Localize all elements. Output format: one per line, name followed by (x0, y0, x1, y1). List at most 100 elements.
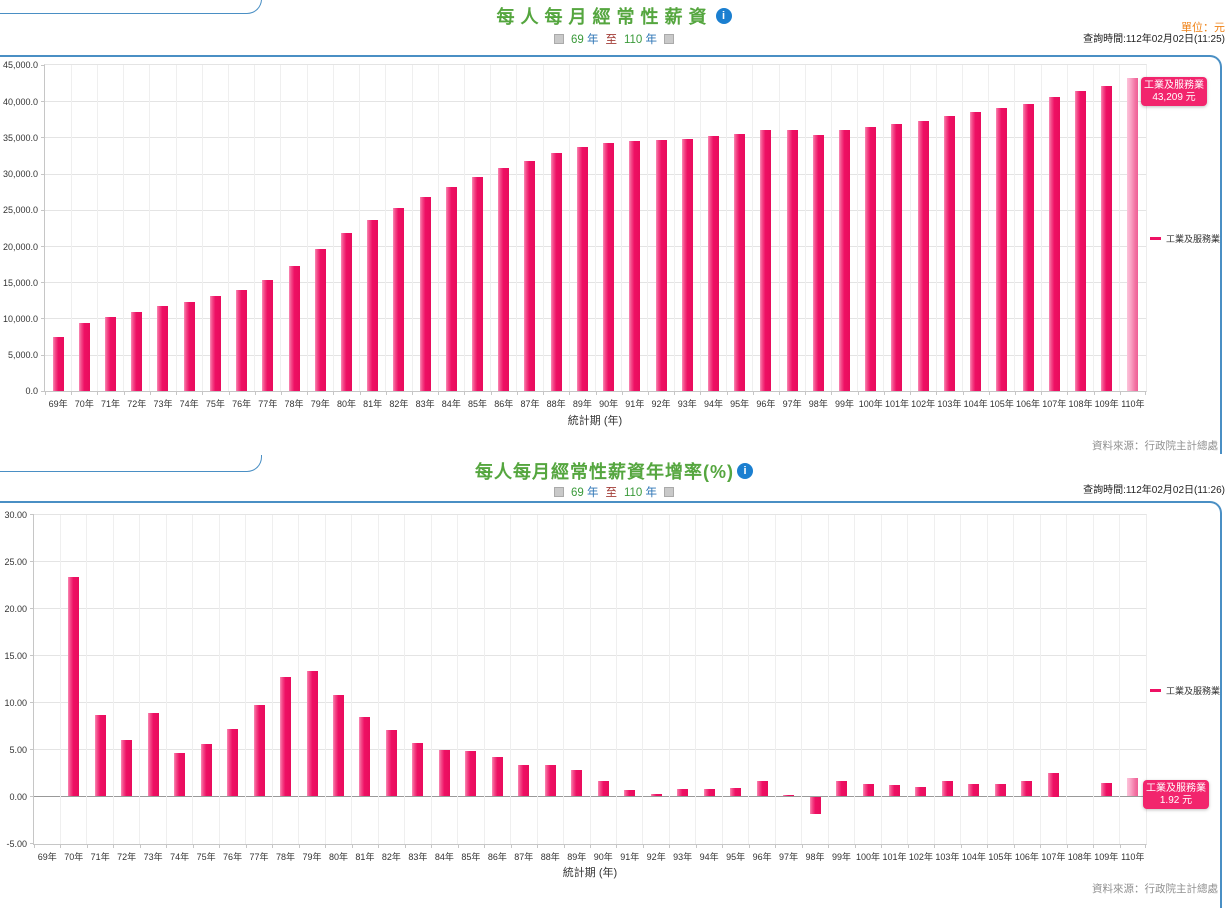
x-axis-tick (722, 843, 724, 848)
vertical-gridline (827, 514, 829, 844)
bar-82年[interactable] (385, 729, 397, 797)
bar-97年[interactable] (783, 794, 795, 797)
bar-84年[interactable] (445, 187, 457, 392)
bar-92年[interactable] (650, 794, 662, 797)
bar-88年[interactable] (544, 764, 556, 797)
bar-94年[interactable] (707, 136, 719, 392)
bar-93年[interactable] (677, 788, 689, 797)
bar-90年[interactable] (603, 142, 615, 392)
bar-73年[interactable] (147, 712, 159, 797)
bar-98年[interactable] (809, 796, 821, 815)
bar-72年[interactable] (131, 312, 143, 392)
bar-100年[interactable] (865, 126, 877, 392)
bar-85年[interactable] (465, 751, 477, 797)
bar-86年[interactable] (498, 167, 510, 392)
bar-109年[interactable] (1100, 782, 1112, 797)
bar-110年[interactable] (1127, 78, 1139, 392)
bar-110年[interactable] (1127, 778, 1139, 797)
range-slider-handle-right-2[interactable] (664, 487, 675, 497)
bar-94年[interactable] (703, 788, 715, 797)
bar-76年[interactable] (227, 728, 239, 797)
bar-87年[interactable] (518, 765, 530, 797)
bar-72年[interactable] (121, 740, 133, 797)
bar-106年[interactable] (1021, 780, 1033, 797)
bar-95年[interactable] (730, 788, 742, 797)
bar-101年[interactable] (888, 785, 900, 797)
bar-77年[interactable] (262, 280, 274, 392)
x-axis-tick-label: 94年 (699, 851, 719, 862)
bar-90年[interactable] (597, 780, 609, 797)
bar-79年[interactable] (314, 248, 326, 392)
bar-99年[interactable] (839, 130, 851, 392)
range-slider-handle-right[interactable] (664, 34, 675, 44)
bar-77年[interactable] (253, 705, 265, 797)
bar-104年[interactable] (968, 783, 980, 797)
bar-99年[interactable] (836, 780, 848, 797)
vertical-gridline (112, 514, 114, 844)
range-from-year[interactable]: 69 (570, 34, 584, 46)
bar-107年[interactable] (1047, 773, 1059, 797)
bar-109年[interactable] (1101, 85, 1113, 392)
bar-76年[interactable] (236, 290, 248, 392)
range-slider-handle-left-2[interactable] (553, 487, 564, 497)
bar-104年[interactable] (970, 112, 982, 392)
bar-101年[interactable] (891, 123, 903, 392)
bar-106年[interactable] (1022, 103, 1034, 392)
bar-71年[interactable] (105, 316, 117, 392)
bar-88年[interactable] (550, 153, 562, 392)
bar-96年[interactable] (756, 780, 768, 797)
x-axis-tick (857, 391, 859, 396)
bar-93年[interactable] (681, 138, 693, 392)
bar-107年[interactable] (1048, 96, 1060, 392)
bar-86年[interactable] (491, 757, 503, 797)
bar-81年[interactable] (359, 716, 371, 797)
bar-74年[interactable] (174, 753, 186, 797)
bar-83年[interactable] (419, 196, 431, 392)
bar-91年[interactable] (624, 789, 636, 797)
bar-95年[interactable] (734, 133, 746, 392)
bar-70年[interactable] (78, 323, 90, 392)
bar-103年[interactable] (943, 116, 955, 392)
bar-91年[interactable] (629, 141, 641, 392)
bar-78年[interactable] (288, 265, 300, 392)
bar-81年[interactable] (367, 219, 379, 392)
bar-102年[interactable] (917, 120, 929, 392)
bar-74年[interactable] (183, 301, 195, 392)
bar-89年[interactable] (576, 147, 588, 392)
bar-103年[interactable] (941, 780, 953, 797)
bar-97年[interactable] (786, 129, 798, 392)
range-slider-handle-left[interactable] (553, 34, 564, 44)
bar-78年[interactable] (280, 677, 292, 797)
range-to-year-2[interactable]: 110 (623, 487, 643, 499)
bar-89年[interactable] (571, 770, 583, 797)
bar-85年[interactable] (472, 177, 484, 392)
bar-92年[interactable] (655, 140, 667, 392)
info-icon-2[interactable]: i (737, 463, 753, 479)
bar-71年[interactable] (94, 714, 106, 797)
bar-75年[interactable] (209, 295, 221, 392)
bar-73年[interactable] (157, 305, 169, 392)
bar-105年[interactable] (996, 108, 1008, 392)
bar-69年[interactable] (52, 336, 64, 392)
y-axis-tick (41, 137, 45, 139)
bar-79年[interactable] (306, 671, 318, 797)
range-from-year-2[interactable]: 69 (570, 487, 584, 499)
bar-100年[interactable] (862, 784, 874, 797)
bar-80年[interactable] (332, 694, 344, 797)
bar-80年[interactable] (340, 233, 352, 392)
bar-98年[interactable] (812, 134, 824, 392)
range-to-year[interactable]: 110 (623, 34, 643, 46)
bar-82年[interactable] (393, 208, 405, 392)
bar-108年[interactable] (1074, 91, 1086, 392)
bar-70年[interactable] (68, 577, 80, 797)
info-icon[interactable]: i (715, 8, 732, 24)
bar-102年[interactable] (915, 787, 927, 797)
bar-96年[interactable] (760, 129, 772, 392)
bar-87年[interactable] (524, 161, 536, 392)
x-axis-tick-label: 97年 (782, 399, 802, 410)
bar-105年[interactable] (994, 784, 1006, 797)
bar-75年[interactable] (200, 743, 212, 797)
x-axis-tick (1014, 391, 1016, 396)
bar-83年[interactable] (412, 742, 424, 797)
bar-84年[interactable] (438, 750, 450, 797)
